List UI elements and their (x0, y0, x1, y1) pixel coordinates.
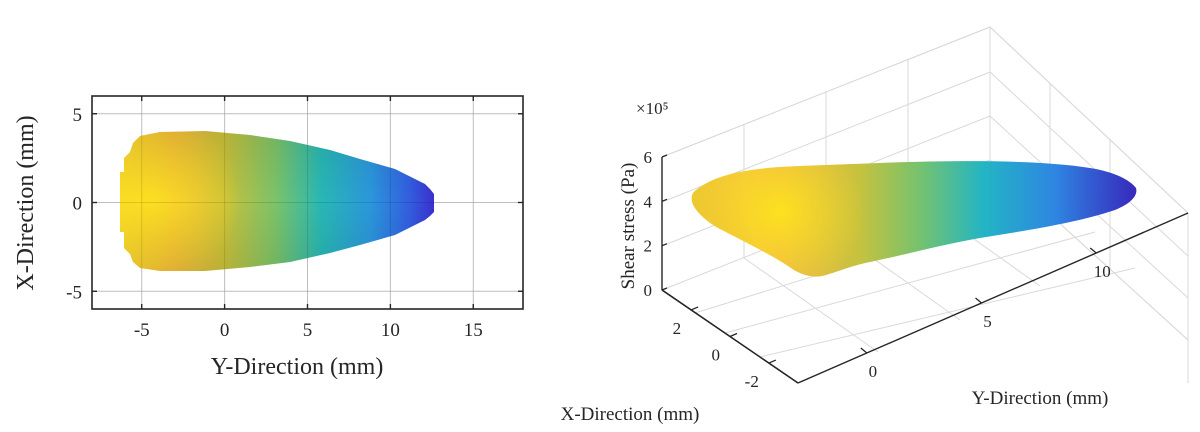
right-x-direction-tick-label: -2 (745, 372, 759, 391)
right-x-direction-tick (729, 332, 738, 338)
right-z-tick (661, 154, 668, 158)
right-z-tick-label: 4 (644, 192, 653, 211)
left-x-axis-label: Y-Direction (mm) (211, 354, 384, 380)
right-x-direction-tick (768, 359, 777, 364)
right-y-direction-tick (860, 347, 868, 354)
left-ticks (92, 96, 523, 309)
right-y-direction-axis-label: Y-Direction (mm) (972, 388, 1109, 409)
right-x-direction-tick-label: 0 (712, 346, 721, 365)
right-ticks (661, 154, 1097, 364)
left-y-tick-label: 0 (73, 194, 83, 215)
right-z-tick-label: 0 (644, 281, 653, 300)
left-y-tick-labels: -5 0 5 (66, 105, 82, 304)
right-x-direction-tick (690, 306, 699, 311)
right-y-direction-tick-label: 10 (1094, 262, 1111, 281)
right-y-direction-tick (1089, 247, 1097, 254)
left-y-tick-label: 5 (73, 105, 83, 126)
left-x-tick-labels: -5 0 5 10 15 (134, 320, 483, 341)
right-3d-surface-plot: 0 2 4 6 0 5 10 2 0 -2 ×10⁵ Shear stress (Pa) Y-… (561, 26, 1189, 425)
right-z-tick (661, 198, 668, 202)
right-surface-shade (691, 161, 1137, 277)
right-y-direction-tick-labels: 0 5 10 (869, 262, 1111, 381)
right-z-tick (661, 287, 668, 291)
right-z-exponent: ×10⁵ (636, 99, 669, 118)
right-z-tick-label: 2 (644, 237, 653, 256)
left-y-axis-label: X-Direction (mm) (13, 115, 39, 290)
left-edge-shade (120, 131, 434, 271)
right-z-tick-label: 6 (644, 148, 653, 167)
right-x-direction-tick-label: 2 (673, 319, 682, 338)
right-y-direction-tick-label: 0 (869, 362, 878, 381)
right-z-tick (661, 243, 668, 247)
right-x-direction-axis-label: X-Direction (mm) (561, 404, 700, 425)
right-z-axis-label: Shear stress (Pa) (618, 163, 639, 290)
right-y-direction-tick-label: 5 (983, 312, 992, 331)
left-y-tick-label: -5 (66, 282, 82, 303)
left-heatmap-plot: -5 0 5 10 15 -5 0 5 Y-Direction (mm) X-Directi… (13, 95, 524, 380)
left-x-tick-label: 15 (464, 320, 483, 341)
left-x-tick-label: 10 (381, 320, 400, 341)
left-grid-overlay (92, 96, 523, 309)
right-x-direction-tick-labels: 2 0 -2 (673, 319, 759, 391)
left-x-tick-label: 5 (303, 320, 313, 341)
left-x-tick-label: 0 (220, 320, 230, 341)
right-y-direction-tick (975, 297, 982, 304)
left-x-tick-label: -5 (134, 320, 150, 341)
right-z-tick-labels: 0 2 4 6 (644, 148, 653, 300)
